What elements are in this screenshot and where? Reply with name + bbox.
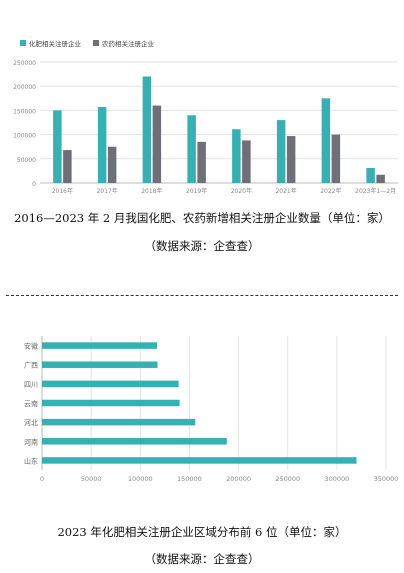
bar-pesticide — [286, 136, 296, 183]
bar-pesticide — [107, 146, 117, 183]
legend-swatch — [20, 40, 26, 46]
bar-pesticide — [152, 105, 162, 183]
x-tick-label: 200000 — [226, 475, 251, 483]
region-bar — [42, 342, 157, 349]
x-tick-label: 2018年 — [141, 187, 162, 195]
bar-pesticide — [197, 141, 206, 183]
x-tick-label: 350000 — [374, 475, 399, 483]
x-tick-label: 100000 — [128, 475, 153, 483]
x-tick-label: 2016年 — [52, 187, 73, 195]
x-tick-label: 2023年1—2月 — [355, 187, 396, 195]
region-label: 山东 — [24, 456, 38, 465]
dashed-divider — [6, 295, 398, 296]
region-bar — [42, 457, 357, 464]
bar-pesticide — [242, 140, 251, 183]
bar-fertilizer — [53, 110, 62, 183]
region-bar — [42, 438, 227, 445]
x-axis-tick-labels: 0 50000 100000 150000 200000 250000 300000 3500… — [40, 475, 398, 483]
bar-pesticide — [63, 150, 72, 183]
bar-fertilizer — [366, 167, 375, 183]
x-axis-tick-labels: 2016年 2017年 2018年 2019年 2020年 2021年 2022年 2023年… — [52, 187, 396, 195]
x-tick-label: 300000 — [324, 475, 349, 483]
chart1-caption-source: （数据来源：企查查） — [144, 239, 260, 253]
bar-fertilizer — [142, 76, 152, 183]
region-bars — [42, 342, 357, 464]
x-tick-label: 2017年 — [96, 187, 117, 195]
region-label: 广西 — [24, 361, 38, 370]
y-tick-label: 150000 — [13, 108, 36, 115]
y-tick-label: 200000 — [13, 84, 36, 91]
x-tick-label: 2021年 — [275, 187, 296, 195]
bar-fertilizer — [276, 120, 286, 183]
bar-fertilizer — [97, 107, 107, 183]
legend-label: 农药相关注册企业 — [102, 39, 155, 48]
region-label: 安徽 — [24, 342, 38, 351]
region-label: 四川 — [24, 381, 38, 389]
region-label: 云南 — [24, 399, 38, 408]
region-bar — [42, 418, 196, 426]
chart2-caption-title: 2023 年化肥相关注册企业区域分布前 6 位（单位：家） — [57, 525, 347, 539]
legend: 化肥相关注册企业 农药相关注册企业 — [20, 39, 155, 48]
y-tick-label: 250000 — [13, 60, 36, 67]
region-bar — [42, 380, 179, 388]
x-tick-label: 2022年 — [320, 187, 341, 195]
bar-fertilizer — [321, 98, 331, 183]
bar-fertilizer — [187, 115, 196, 183]
x-tick-label: 0 — [40, 475, 44, 483]
region-label: 河南 — [24, 437, 38, 446]
bar-fertilizer — [232, 129, 241, 183]
y-axis-tick-labels: 0 50000 100000 150000 200000 250000 — [13, 60, 36, 188]
y-tick-label: 100000 — [13, 133, 36, 140]
bar-pesticide — [376, 174, 385, 183]
region-bar — [42, 361, 158, 368]
registration-bar-chart: 0 50000 100000 150000 200000 250000 2016年 2017… — [13, 39, 398, 195]
y-tick-label: 50000 — [17, 157, 36, 164]
legend-label: 化肥相关注册企业 — [29, 39, 82, 48]
chart2-caption-source: （数据来源：企查查） — [144, 552, 260, 566]
x-tick-label: 2020年 — [231, 187, 252, 195]
x-tick-label: 50000 — [81, 475, 102, 483]
legend-swatch — [93, 40, 99, 46]
y-tick-label: 0 — [32, 181, 36, 188]
y-gridlines — [40, 61, 398, 184]
bar-pesticide — [331, 134, 341, 183]
x-tick-label: 250000 — [275, 475, 300, 483]
x-tick-label: 150000 — [177, 475, 202, 483]
x-tick-label: 2019年 — [186, 187, 207, 195]
region-label: 河北 — [24, 419, 38, 427]
bar-series — [53, 76, 385, 183]
region-bar — [42, 399, 180, 407]
chart1-caption-title: 2016—2023 年 2 月我国化肥、农药新增相关注册企业数量（单位：家） — [14, 211, 390, 225]
